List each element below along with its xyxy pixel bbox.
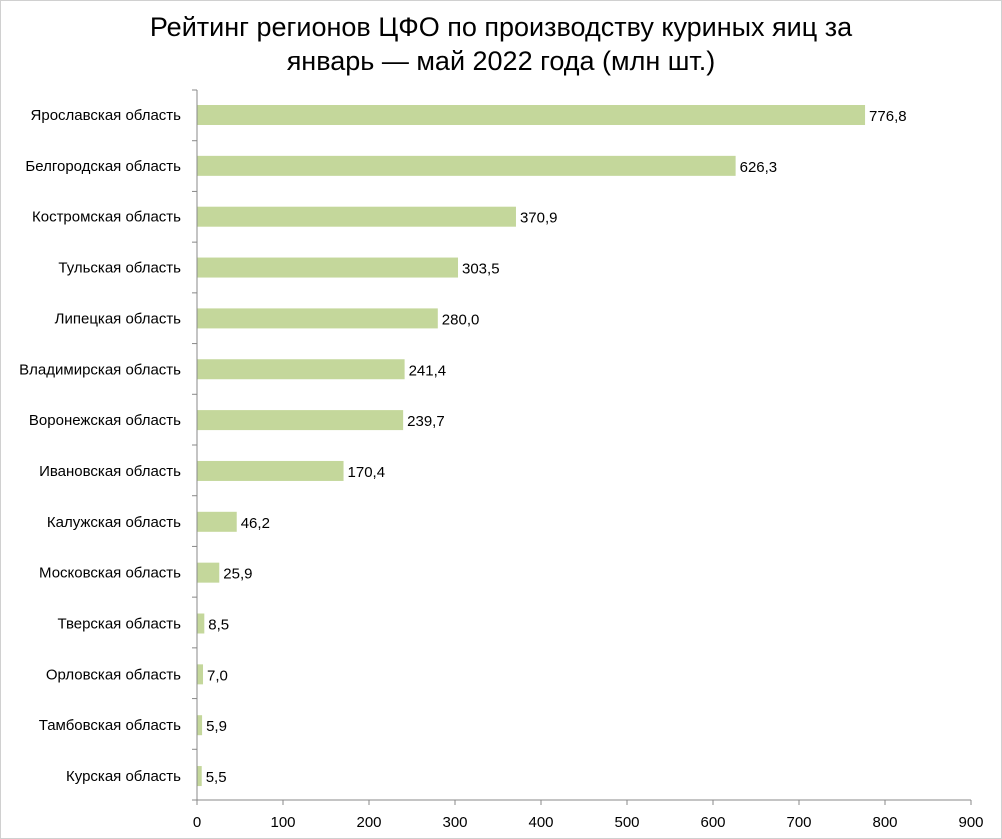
x-tick-label: 0 <box>193 814 201 831</box>
data-label: 280,0 <box>442 311 480 328</box>
category-label: Ивановская область <box>39 463 181 480</box>
bar <box>197 257 459 278</box>
x-tick-label: 100 <box>270 814 295 831</box>
category-label: Тульская область <box>58 260 181 277</box>
category-label: Воронежская область <box>29 412 181 429</box>
x-tick-label: 300 <box>442 814 467 831</box>
x-tick-label: 200 <box>356 814 381 831</box>
bar <box>197 562 220 583</box>
data-label: 303,5 <box>462 261 500 278</box>
x-tick-label: 600 <box>700 814 725 831</box>
chart-title-line-2: январь — май 2022 года (млн шт.) <box>286 46 716 76</box>
bar <box>197 766 202 787</box>
data-label: 7,0 <box>207 667 228 684</box>
data-label: 170,4 <box>348 464 386 481</box>
category-label: Курская область <box>66 768 181 785</box>
data-label: 239,7 <box>407 413 445 430</box>
category-label: Белгородская область <box>25 158 181 175</box>
category-label: Ярославская область <box>31 107 182 124</box>
category-label: Липецкая область <box>55 310 182 327</box>
category-label: Орловская область <box>46 666 181 683</box>
category-label: Московская область <box>39 565 181 582</box>
data-label: 46,2 <box>241 515 270 532</box>
x-tick-label: 500 <box>614 814 639 831</box>
bar <box>197 308 438 329</box>
data-label: 776,8 <box>869 108 907 125</box>
bar <box>197 664 204 685</box>
category-label: Тверская область <box>57 616 181 633</box>
bar <box>197 155 736 176</box>
data-label: 5,9 <box>206 718 227 735</box>
chart-title-line-1: Рейтинг регионов ЦФО по производству кур… <box>149 12 853 42</box>
x-tick-label: 700 <box>786 814 811 831</box>
category-label: Владимирская область <box>19 361 181 378</box>
data-label: 626,3 <box>740 159 778 176</box>
bar <box>197 460 344 481</box>
category-label: Калужская область <box>47 514 181 531</box>
data-label: 370,9 <box>520 210 558 227</box>
x-tick-label: 400 <box>528 814 553 831</box>
bar <box>197 359 405 380</box>
category-label: Тамбовская область <box>39 717 181 734</box>
bar <box>197 613 205 634</box>
bar <box>197 511 237 532</box>
bar <box>197 206 516 227</box>
data-label: 25,9 <box>223 566 252 583</box>
bar <box>197 105 866 125</box>
bar <box>197 410 404 431</box>
data-label: 241,4 <box>409 362 447 379</box>
x-tick-label: 800 <box>872 814 897 831</box>
chart-title: Рейтинг регионов ЦФО по производству кур… <box>0 10 1002 78</box>
category-label: Костромская область <box>32 209 181 226</box>
bar <box>197 715 203 736</box>
data-label: 5,5 <box>206 769 227 786</box>
x-tick-label: 900 <box>958 814 983 831</box>
data-label: 8,5 <box>208 617 229 634</box>
